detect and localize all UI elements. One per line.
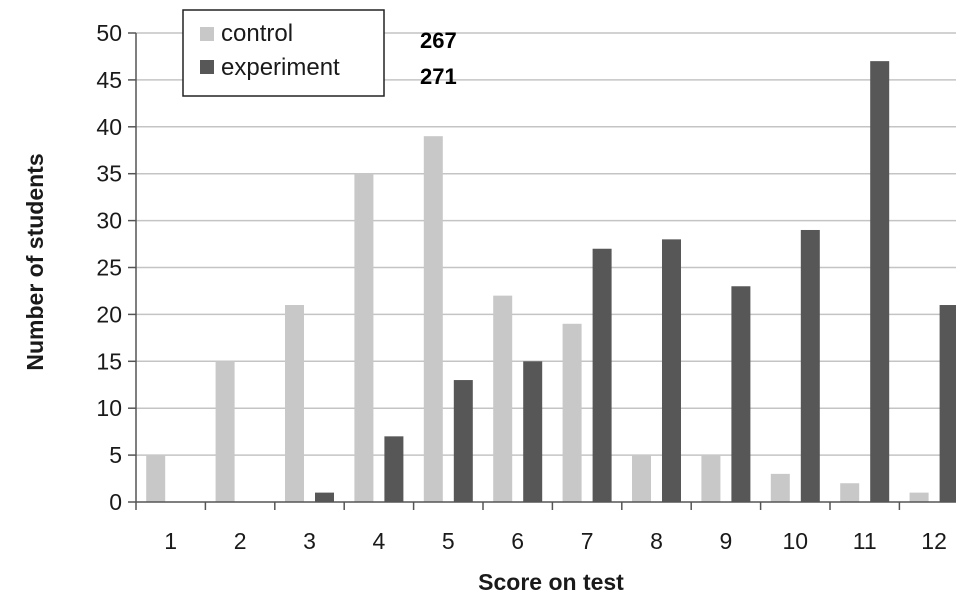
legend-swatch-control: [200, 27, 214, 41]
bar-control: [146, 455, 166, 502]
x-tick-label: 6: [511, 528, 524, 554]
x-tick-label: 7: [581, 528, 594, 554]
bar-control: [770, 473, 790, 502]
y-tick-label: 5: [109, 442, 122, 468]
bar-control: [632, 455, 651, 502]
legend-label-control: control: [221, 20, 293, 47]
bar-control: [840, 483, 860, 502]
bar-experiment: [592, 248, 612, 502]
bars: [146, 61, 956, 503]
bar-experiment: [453, 380, 473, 502]
bar-control: [215, 361, 235, 502]
x-tick-label: 5: [442, 528, 455, 554]
bar-control: [493, 295, 513, 502]
y-axis-title: Number of students: [22, 153, 48, 370]
y-axis-ticks: 0 5 10 15 20 25 30 35 40 45 50: [96, 20, 137, 515]
x-axis-title: Score on test: [478, 569, 624, 595]
x-tick-label: 11: [853, 528, 877, 554]
bar-control: [354, 173, 374, 502]
legend-label-experiment: experiment: [221, 54, 340, 81]
y-tick-label: 0: [109, 489, 122, 515]
bar-experiment: [315, 492, 334, 502]
y-tick-label: 25: [96, 255, 122, 281]
x-tick-label: 8: [650, 528, 663, 554]
legend-swatch-experiment: [200, 60, 214, 74]
bar-experiment: [731, 286, 751, 502]
bar-experiment: [939, 305, 956, 502]
bar-control: [285, 305, 304, 502]
annotation-experiment-count: 271: [420, 64, 457, 89]
gridlines: [136, 32, 956, 456]
x-tick-label: 1: [164, 528, 177, 554]
bar-experiment: [384, 436, 404, 502]
bar-experiment: [523, 361, 543, 502]
y-tick-label: 15: [96, 348, 122, 374]
x-tick-label: 4: [373, 528, 386, 554]
y-tick-label: 50: [96, 20, 122, 46]
bar-control: [423, 136, 443, 502]
x-tick-label: 12: [921, 528, 947, 554]
bar-experiment: [800, 229, 820, 503]
annotation-control-count: 267: [420, 28, 457, 53]
bar-control: [909, 492, 929, 502]
x-tick-label: 10: [783, 528, 809, 554]
y-tick-label: 10: [96, 395, 122, 421]
y-tick-label: 45: [96, 67, 122, 93]
y-tick-label: 30: [96, 208, 122, 234]
y-tick-label: 35: [96, 161, 122, 187]
bar-experiment: [870, 61, 890, 502]
y-tick-label: 40: [96, 114, 122, 140]
legend: control experiment: [182, 9, 385, 97]
x-tick-label: 9: [720, 528, 733, 554]
x-axis: 1 2 3 4 5 6 7 8 9 10 11 12: [135, 501, 956, 554]
bar-control: [562, 323, 582, 502]
bar-experiment: [662, 239, 681, 503]
x-tick-label: 3: [303, 528, 316, 554]
x-tick-label: 2: [234, 528, 247, 554]
bar-control: [701, 455, 721, 502]
y-tick-label: 20: [96, 301, 122, 327]
legend-frame: [182, 9, 385, 97]
